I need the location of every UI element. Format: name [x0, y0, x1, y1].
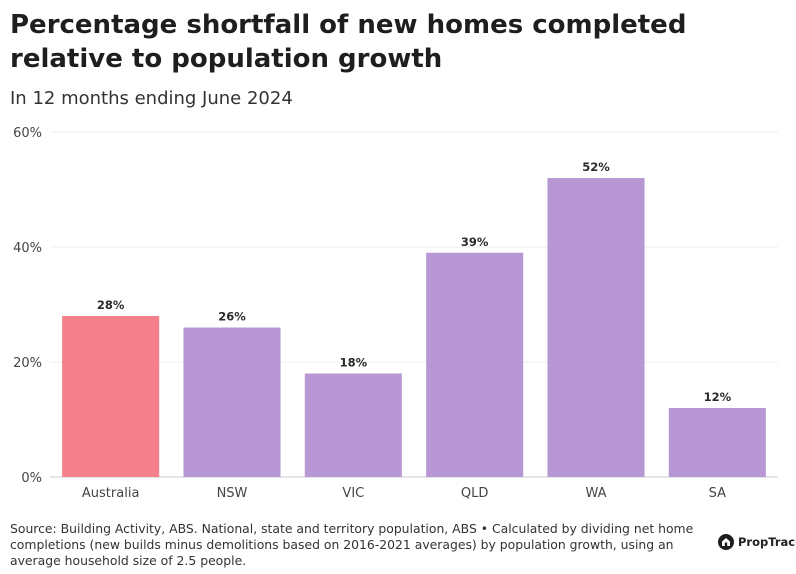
y-tick-label: 20%	[13, 356, 42, 371]
chart-subtitle: In 12 months ending June 2024	[10, 88, 293, 109]
x-tick-label: SA	[709, 486, 726, 501]
bar-sa	[668, 408, 766, 477]
house-icon	[718, 534, 734, 550]
bar-australia	[62, 316, 160, 477]
brand-name: PropTrack	[738, 535, 796, 549]
x-tick-label: Australia	[82, 486, 140, 501]
y-tick-label: 40%	[13, 241, 42, 256]
proptrack-logo: PropTrack	[718, 534, 796, 550]
y-tick-label: 0%	[21, 471, 42, 486]
y-tick-label: 60%	[13, 126, 42, 141]
x-tick-label: NSW	[217, 486, 248, 501]
data-label: 39%	[461, 235, 489, 249]
data-label: 52%	[582, 160, 610, 174]
bar-qld	[426, 252, 524, 477]
bar-wa	[547, 178, 645, 477]
chart-title: Percentage shortfall of new homes comple…	[10, 10, 687, 74]
data-label: 18%	[340, 356, 368, 370]
x-tick-label: VIC	[342, 486, 364, 501]
data-label: 26%	[218, 310, 246, 324]
bar-vic	[304, 373, 402, 477]
x-tick-label: QLD	[461, 486, 489, 501]
bar-chart: 0% 20% 40% 60% 28% Australia 26% NSW 18% VIC 39% QL…	[13, 126, 778, 501]
x-tick-label: WA	[585, 486, 606, 501]
data-label: 12%	[704, 390, 732, 404]
data-label: 28%	[97, 298, 125, 312]
bar-nsw	[183, 327, 281, 477]
source-note: Source: Building Activity, ABS. National…	[10, 521, 694, 568]
